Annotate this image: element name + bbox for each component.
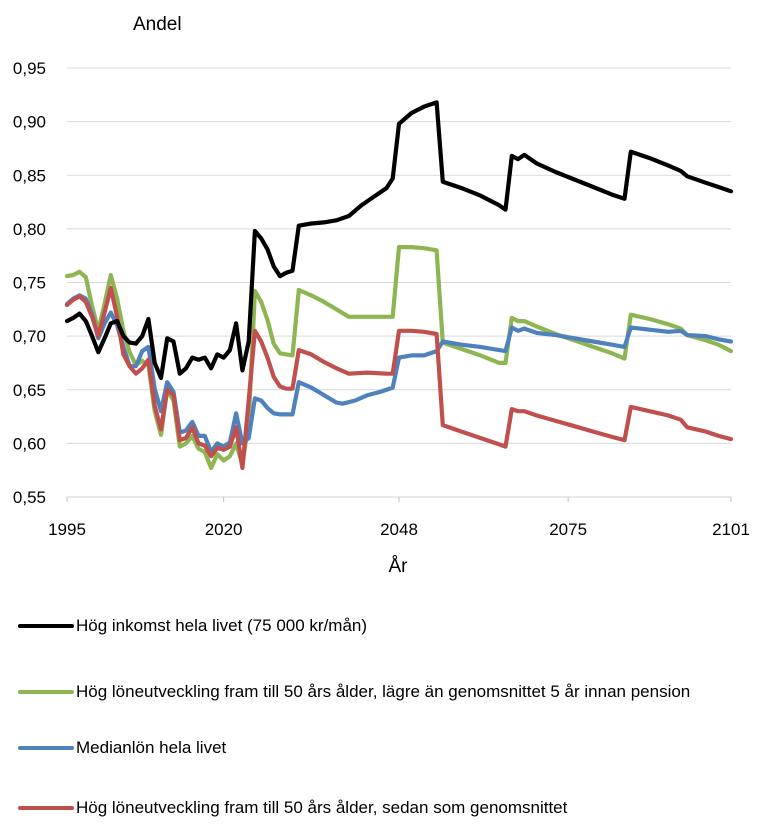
y-tick-label: 0,65 bbox=[13, 381, 46, 400]
x-tick-label: 2075 bbox=[549, 520, 587, 539]
series-line-2 bbox=[64, 293, 734, 455]
y-tick-label: 0,80 bbox=[13, 220, 46, 239]
legend-swatch bbox=[18, 690, 74, 694]
y-axis-title: Andel bbox=[133, 14, 182, 35]
series-lines bbox=[64, 100, 734, 471]
legend-label: Hög löneutveckling fram till 50 års ålde… bbox=[76, 682, 691, 701]
line-chart: 0,95 0,90 0,85 0,80 0,75 0,70 0,65 0,60 0,551995… bbox=[13, 14, 750, 577]
y-tick-label: 0,55 bbox=[13, 488, 46, 507]
legend-item-high-growth-lower: Hög löneutveckling fram till 50 års ålde… bbox=[18, 680, 690, 704]
x-axis bbox=[66, 496, 732, 502]
x-tick-label: 2101 bbox=[712, 520, 750, 539]
legend-swatch bbox=[18, 806, 74, 810]
y-tick-label: 0,95 bbox=[13, 59, 46, 78]
x-axis-title: År bbox=[389, 556, 409, 577]
legend-label: Hög löneutveckling fram till 50 års ålde… bbox=[76, 798, 568, 817]
y-tick-label: 0,70 bbox=[13, 327, 46, 346]
y-tick-label: 0,75 bbox=[13, 274, 46, 293]
legend-item-median-wage: Medianlön hela livet bbox=[18, 736, 226, 760]
legend-item-high-income: Hög inkomst hela livet (75 000 kr/mån) bbox=[18, 614, 367, 638]
legend-label: Hög inkomst hela livet (75 000 kr/mån) bbox=[76, 616, 368, 635]
legend-label: Medianlön hela livet bbox=[76, 738, 227, 757]
x-tick-label: 1995 bbox=[48, 520, 86, 539]
legend-swatch bbox=[18, 746, 74, 750]
x-tick-label: 2048 bbox=[380, 520, 418, 539]
series-line-0 bbox=[64, 100, 734, 381]
legend-item-high-growth-average: Hög löneutveckling fram till 50 års ålde… bbox=[18, 796, 567, 820]
x-tick-label: 2020 bbox=[205, 520, 243, 539]
y-tick-label: 0,90 bbox=[13, 113, 46, 132]
tick-labels: 0,95 0,90 0,85 0,80 0,75 0,70 0,65 0,60 0,551995… bbox=[13, 59, 750, 539]
legend-swatch bbox=[18, 624, 74, 628]
y-tick-label: 0,85 bbox=[13, 166, 46, 185]
y-tick-label: 0,60 bbox=[13, 434, 46, 453]
series-line-3 bbox=[64, 285, 734, 471]
